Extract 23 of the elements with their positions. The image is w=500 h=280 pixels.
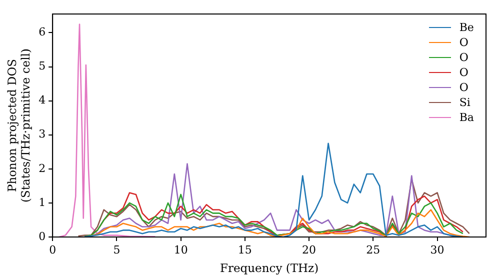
- y-tick-label: 5: [38, 60, 46, 73]
- legend-label: O: [459, 50, 468, 65]
- y-tick-label: 1: [38, 196, 46, 209]
- x-tick-label: 15: [238, 243, 252, 256]
- y-tick-label: 3: [38, 128, 46, 141]
- x-tick-label: 0: [49, 243, 56, 256]
- y-tick-label: 2: [38, 162, 46, 175]
- legend-label: Be: [459, 20, 474, 35]
- legend-label: O: [459, 35, 468, 50]
- y-tick-label: 6: [38, 26, 46, 39]
- x-tick-label: 5: [113, 243, 120, 256]
- x-tick-label: 20: [302, 243, 316, 256]
- x-tick-label: 10: [174, 243, 188, 256]
- y-axis-title: Phonon projected DOS (States/THz·primitive cell): [4, 48, 33, 202]
- x-tick-label: 25: [366, 243, 380, 256]
- y-tick-label: 4: [38, 94, 46, 107]
- legend-label: O: [459, 65, 468, 80]
- y-tick-label: 0: [38, 230, 46, 243]
- legend-label: Ba: [459, 110, 474, 125]
- x-tick-label: 30: [430, 243, 444, 256]
- x-axis-title: Frequency (THz): [220, 261, 319, 276]
- legend-label: Si: [459, 95, 470, 110]
- legend-label: O: [459, 80, 468, 95]
